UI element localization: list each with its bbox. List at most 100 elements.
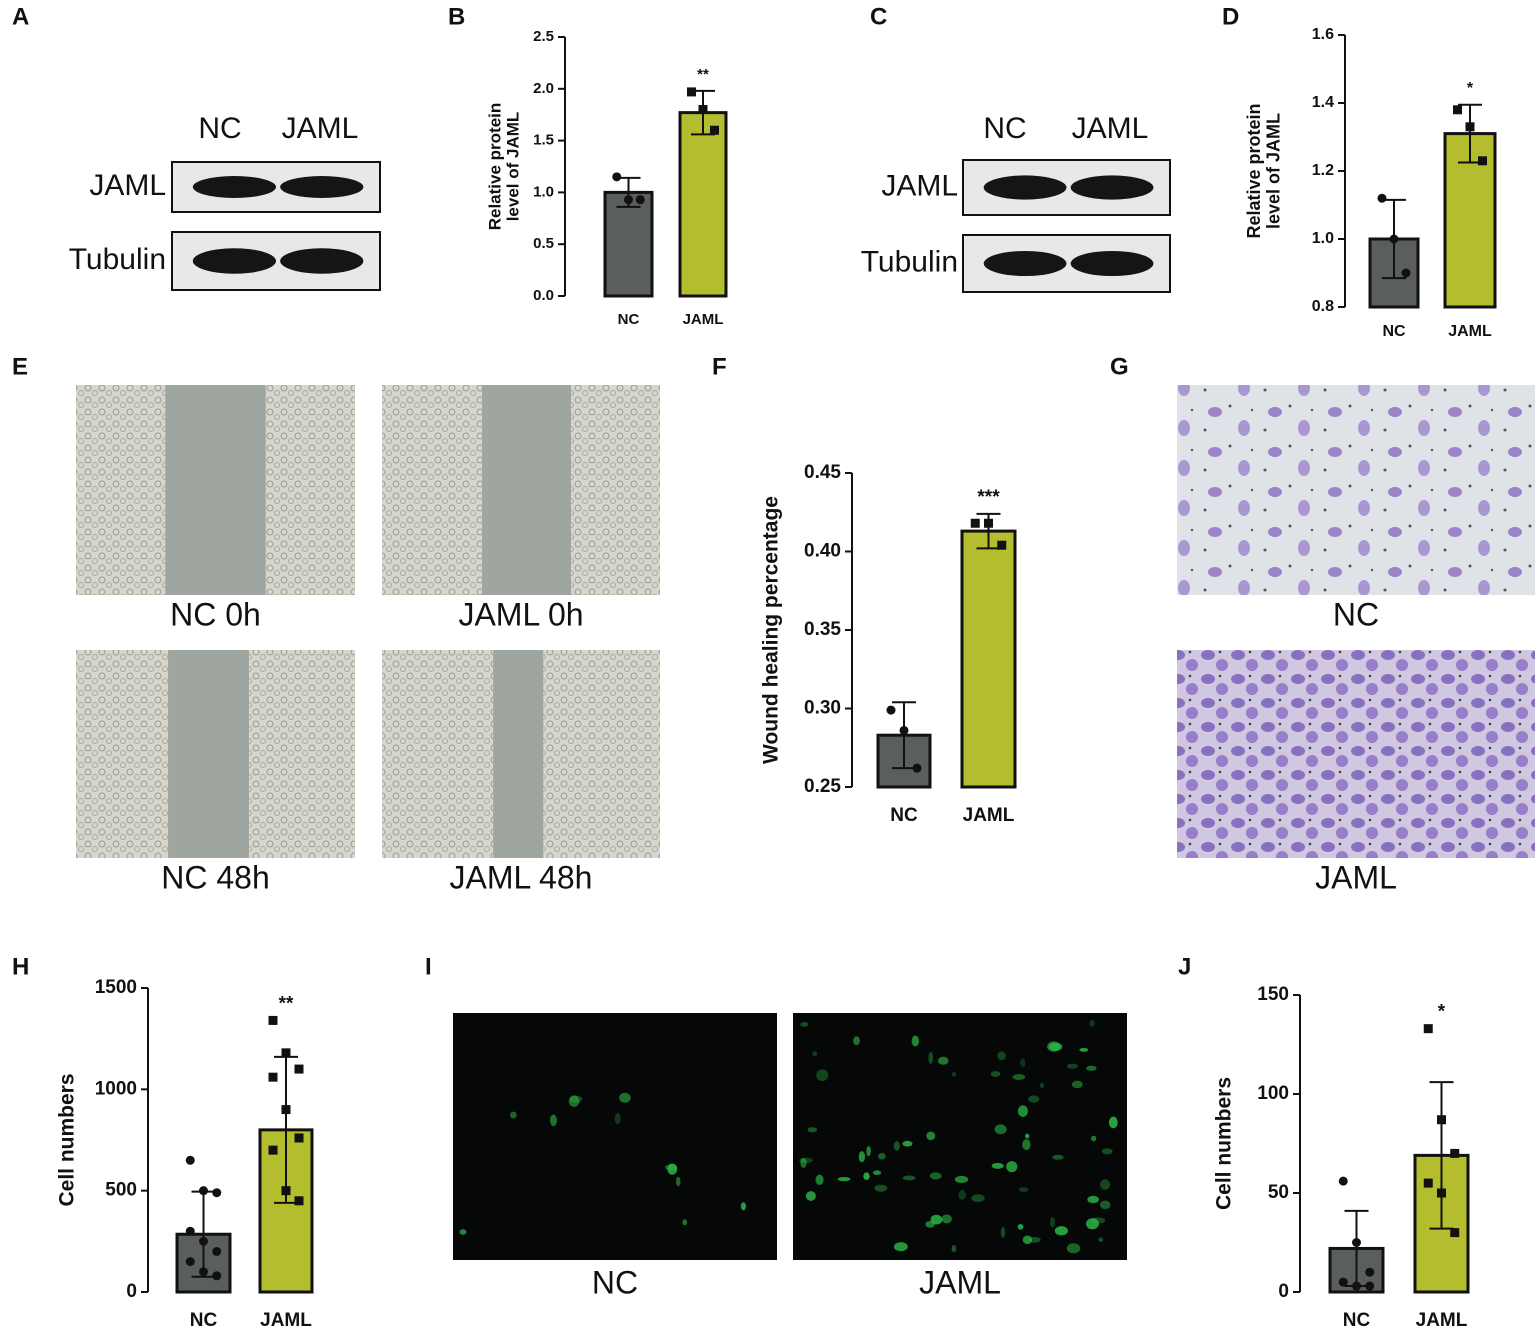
data-point [687,87,696,97]
data-point [199,1236,208,1246]
blot-band [280,248,364,274]
significance: * [1467,80,1474,97]
cell-signal [1101,1148,1113,1155]
data-point [912,763,922,773]
cell-signal [1012,1074,1026,1080]
data-point [970,518,980,528]
y-tick-label: 0.0 [533,287,554,304]
data-point [1437,1188,1446,1198]
significance: *** [977,487,1000,508]
y-tick-label: 0 [126,1281,137,1302]
cell-signal [1020,1058,1026,1068]
cell-signal [568,1095,580,1107]
cell-signal [1100,1179,1111,1190]
data-point [1450,1228,1460,1238]
row-label: JAML [89,169,166,202]
y-tick-label: 2.5 [533,28,554,45]
transwell-image [1177,385,1535,595]
cell-signal [1022,1235,1033,1245]
cell-signal [1006,1161,1018,1173]
cell-signal [1087,1195,1099,1204]
cell-signal [929,1172,942,1180]
cell-signal [941,1214,952,1224]
cell-signal [1071,1080,1083,1089]
cell-signal [954,1175,969,1183]
x-tick-label: JAML [260,1310,312,1331]
cell-signal [928,1051,934,1064]
data-point [1450,1148,1460,1158]
data-point [1465,122,1475,132]
x-tick-label: JAML [683,311,724,328]
y-tick-label: 1.0 [533,183,554,200]
data-point [899,725,909,735]
y-axis-label: Wound healing percentage [760,496,783,764]
cell-signal [1049,1216,1056,1228]
fluorescence-image [793,1013,1127,1260]
y-tick-label: 0.5 [533,235,554,252]
y-tick-label: 1000 [95,1078,137,1099]
cell-signal [1098,1237,1104,1243]
transwell-image [1177,650,1535,858]
y-tick-label: 1.4 [1312,94,1334,111]
cell-signal [805,1191,816,1201]
cell-signal [509,1111,517,1119]
cell-signal [863,1172,870,1181]
cell-signal [911,1035,920,1047]
cell-signal [1099,1200,1111,1210]
panel-label: B [448,3,465,30]
data-point [1338,1176,1348,1186]
error-bar [892,701,916,770]
wound-gap [165,385,266,595]
data-point [635,195,645,205]
cell-signal [619,1092,631,1103]
x-tick-label: NC [1343,1310,1371,1331]
cell-signal [815,1174,824,1185]
data-point [624,195,633,205]
data-point [199,1267,208,1277]
y-tick-label: 1.6 [1312,26,1334,43]
data-point [1437,1115,1446,1125]
data-point [886,705,896,715]
data-point [281,1105,291,1115]
cell-signal [1108,1116,1118,1129]
y-tick-label: 1.2 [1312,162,1334,179]
panel-label: H [12,953,29,980]
cell-signal [902,1140,913,1147]
y-tick-label: 1.0 [1312,230,1334,247]
data-point [281,1048,291,1058]
panel-label: D [1222,3,1239,30]
y-axis-label: Cell numbers [56,1073,79,1206]
panel-label: A [12,3,29,30]
cell-signal [1086,1065,1097,1071]
cell-signal [893,1141,900,1151]
image-caption: JAML [1315,859,1397,895]
data-point [268,1015,278,1025]
data-point [185,1155,195,1165]
y-tick-label: 1500 [95,977,137,998]
blot-band [983,175,1067,200]
cell-signal [902,1175,916,1181]
significance: * [1438,1002,1446,1023]
cell-signal [971,1194,985,1203]
row-label: JAML [881,169,958,202]
data-point [268,1072,278,1082]
y-tick-label: 0.40 [804,541,841,562]
data-point [698,105,708,115]
significance: ** [697,66,709,83]
cell-signal [926,1131,936,1141]
panel-label: F [712,353,727,380]
panel-label: J [1178,953,1191,980]
cell-signal [550,1114,557,1127]
lane-label: JAML [282,112,359,145]
image-caption: NC [1333,596,1379,632]
cell-signal [951,1244,957,1253]
cell-signal [740,1202,747,1211]
data-point [1365,1267,1375,1277]
cell-signal [812,1051,818,1057]
cell-signal [1000,1226,1006,1238]
cell-signal [800,1158,807,1168]
data-point [1478,156,1487,166]
panel-label: E [12,353,28,380]
data-point [1423,1024,1433,1034]
